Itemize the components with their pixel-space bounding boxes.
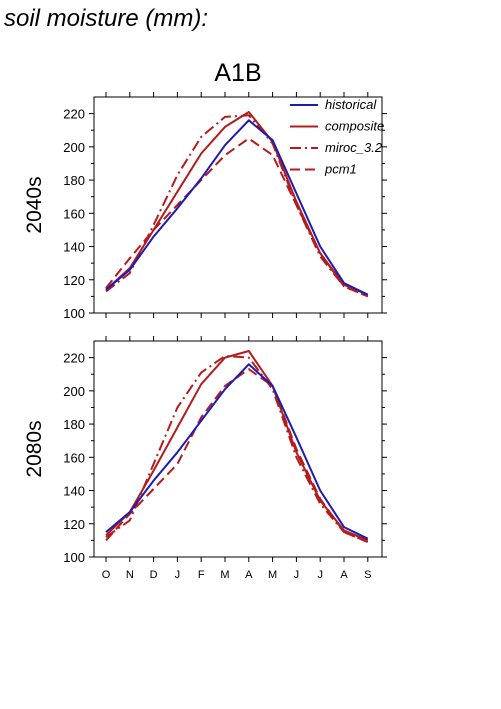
chart-panel-1: A1B 2040s 100 120 140 160 180 200 220 historical c… — [23, 59, 387, 321]
x-tick-label: D — [150, 569, 158, 581]
y-tick-label: 180 — [63, 417, 85, 432]
series-line-pcm1 — [105, 368, 369, 543]
chart-panel-2: 2080s 100 120 140 160 180 200 220 O N D J F M A M J J A S — [23, 336, 387, 581]
series-line-miroc-3-2 — [105, 114, 369, 298]
x-tick-label: O — [102, 569, 111, 581]
y-tick-label: 180 — [63, 173, 85, 188]
x-tick-label: J — [317, 569, 323, 581]
x-tick-label: J — [294, 569, 300, 581]
x-tick-label: A — [340, 569, 348, 581]
y-tick-label: 220 — [63, 107, 85, 122]
x-tick-label: M — [268, 569, 277, 581]
x-tick-label: A — [245, 569, 253, 581]
y-tick-label: 140 — [63, 484, 85, 499]
y-tick-label: 160 — [63, 206, 85, 221]
legend-label: pcm1 — [324, 162, 357, 177]
legend-label: miroc_3.2 — [325, 140, 383, 155]
y-tick-label: 140 — [63, 240, 85, 255]
y-tick-label: 100 — [63, 550, 85, 565]
x-tick-label: S — [364, 569, 371, 581]
series-line-pcm1 — [105, 137, 369, 298]
series-line-historical — [105, 363, 369, 540]
legend-label: composite — [325, 119, 384, 134]
legend-label: historical — [325, 97, 377, 112]
y-tick-label: 200 — [63, 140, 85, 155]
y-tick-label: 200 — [63, 384, 85, 399]
y-tick-label: 100 — [63, 306, 85, 321]
plot-frame — [93, 340, 383, 558]
figure-title: soil moisture (mm): — [4, 5, 208, 32]
series-line-historical — [105, 119, 369, 296]
legend: historical composite miroc_3.2 pcm1 — [290, 97, 384, 177]
y-tick-label: 120 — [63, 273, 85, 288]
y-tick-label: 220 — [63, 351, 85, 366]
period-label: 2080s — [23, 420, 46, 477]
y-tick-label: 120 — [63, 517, 85, 532]
x-tick-label: F — [198, 569, 205, 581]
series-line-miroc-3-2 — [105, 355, 369, 543]
x-tick-label: M — [220, 569, 229, 581]
x-tick-label: J — [175, 569, 181, 581]
chart-panels: A1B 2040s 100 120 140 160 180 200 220 historical c… — [23, 59, 387, 581]
period-label: 2040s — [23, 176, 46, 233]
scenario-title: A1B — [214, 59, 261, 87]
y-tick-label: 160 — [63, 450, 85, 465]
x-tick-label: N — [126, 569, 134, 581]
plot-frame — [93, 96, 383, 314]
